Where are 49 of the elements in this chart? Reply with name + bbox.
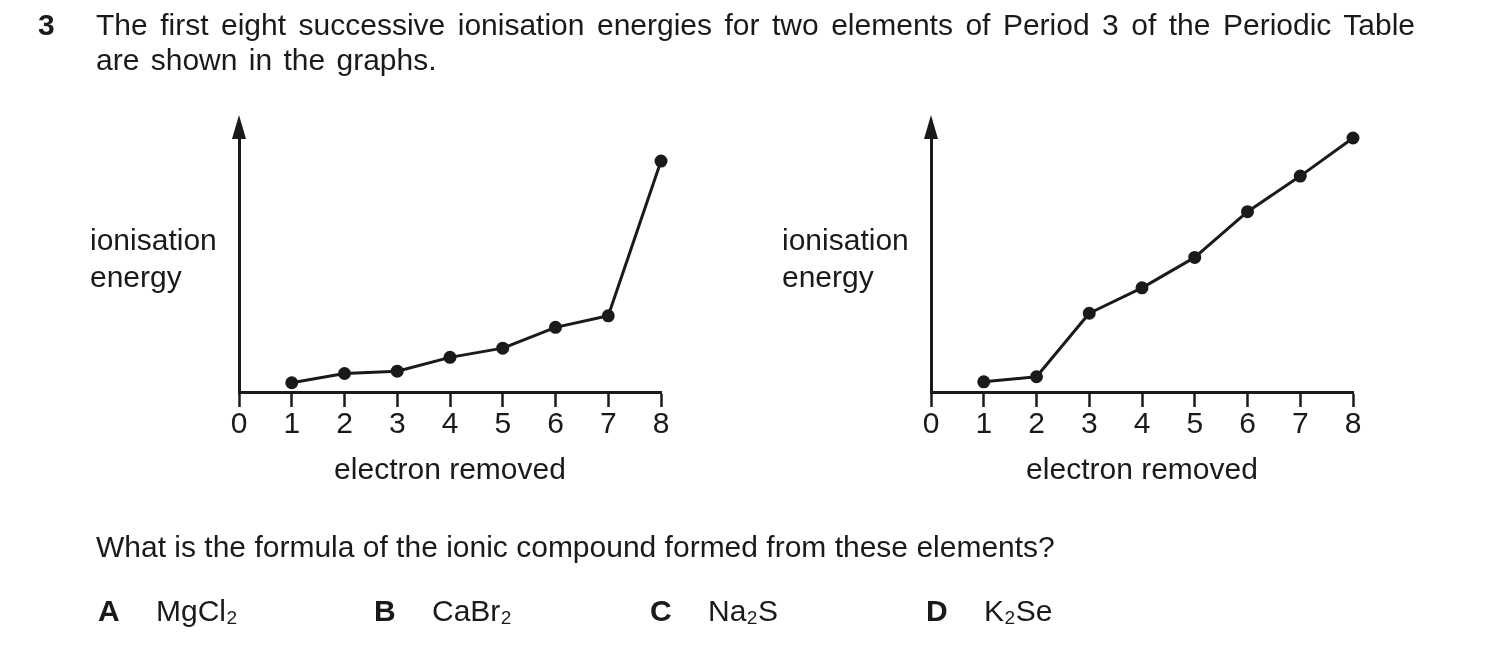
text: D [926,593,949,628]
y-axis-title: ionisation energy [90,222,218,295]
point [1293,169,1307,183]
x-tick-label: 1 [975,406,993,440]
text: 3 [38,7,55,42]
x-axis-title: electron removed [1026,452,1258,486]
point [496,341,510,355]
text: CaBr₂ [432,593,512,628]
x-axis-title: electron removed [334,452,566,486]
point [1241,205,1254,219]
text: C [650,593,673,628]
x-tick-label: 1 [283,406,301,440]
x-tick-label: 3 [1080,406,1098,440]
text: Na₂S [708,593,779,628]
x-tick-label: 8 [1344,406,1362,440]
point [1030,370,1043,384]
text: What is the formula of the ionic compound formed from these elements? [96,529,1055,564]
x-tick-label: 3 [388,406,406,440]
x-tick-label: 5 [494,406,512,440]
x-tick-label: 2 [336,406,353,440]
point [549,320,562,334]
x-tick-label: 2 [1028,406,1045,440]
point [977,375,991,389]
x-tick-label: 6 [1239,406,1256,440]
text: A [98,593,121,628]
point [601,309,615,323]
x-tick-label: 5 [1186,406,1204,440]
point [1346,131,1360,145]
point [285,376,299,390]
x-tick-label: 4 [441,406,459,440]
text: The first eight successive ionisation energies for two elements of Period 3 of the Periodic Table are shown in the graphs. [96,7,1415,77]
y-axis-title: ionisation energy [782,222,910,295]
point [338,367,351,381]
x-tick-label: 8 [652,406,670,440]
x-tick-label: 7 [599,406,617,440]
x-tick-label: 0 [922,406,940,440]
x-tick-label: 0 [230,406,248,440]
x-tick-label: 6 [547,406,564,440]
point [390,364,404,378]
point [1082,306,1096,320]
text: K₂Se [984,593,1053,628]
point [1188,250,1202,264]
x-tick-label: 4 [1133,406,1151,440]
point [654,154,668,168]
point [443,350,457,364]
x-tick-label: 7 [1291,406,1309,440]
point [1135,281,1149,295]
text: MgCl₂ [156,593,238,628]
text: B [374,593,397,628]
